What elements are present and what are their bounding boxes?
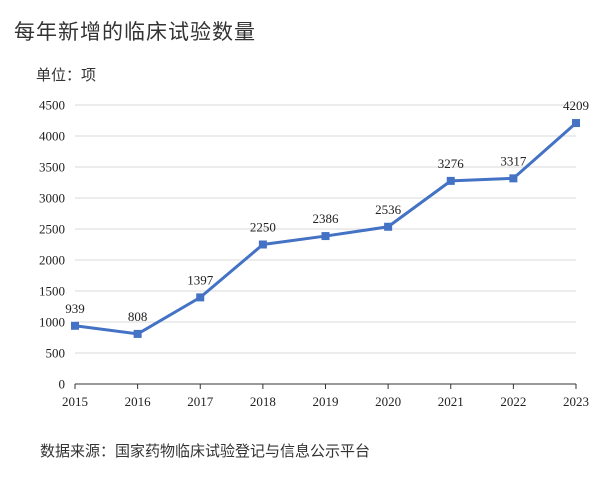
data-label: 4209	[563, 98, 589, 113]
data-label: 2250	[250, 220, 276, 235]
x-tick-labels: 2015 2016 2017 2018 2019 2020 2021 2022 2023	[62, 394, 589, 409]
x-tick-label: 2020	[375, 394, 401, 409]
data-label: 939	[65, 301, 85, 316]
data-label: 3276	[438, 156, 465, 171]
y-tick-label: 3000	[39, 191, 65, 206]
y-tick-label: 1000	[39, 315, 65, 330]
y-tick-label: 0	[59, 377, 66, 392]
y-tick-label: 500	[46, 346, 66, 361]
y-tick-label: 2500	[39, 222, 65, 237]
y-tick-label: 2000	[39, 253, 65, 268]
data-series	[71, 119, 580, 338]
data-point-marker	[196, 293, 205, 302]
chart-title: 每年新增的临床试验数量	[14, 20, 256, 44]
data-point-marker	[384, 222, 393, 231]
data-label: 808	[128, 309, 148, 324]
data-point-marker	[133, 329, 142, 338]
data-point-marker	[71, 321, 79, 330]
x-tick-label: 2022	[500, 394, 526, 409]
data-labels: 939 808 1397 2250 2386 2536 3276 3317 4209	[65, 98, 589, 324]
x-tick-label: 2017	[187, 394, 214, 409]
x-tick-label: 2016	[125, 394, 152, 409]
y-tick-label: 4000	[39, 129, 65, 144]
data-label: 1397	[187, 272, 214, 287]
axes	[74, 383, 577, 389]
data-point-marker	[446, 176, 455, 185]
y-tick-label: 1500	[39, 284, 65, 299]
data-point-marker	[572, 119, 580, 128]
y-tick-label: 4500	[39, 98, 65, 113]
y-tick-labels: 0 500 1000 1500 2000 2500 3000 3500 4000 4500	[39, 98, 65, 392]
x-tick-label: 2019	[313, 394, 339, 409]
data-label: 3317	[500, 153, 527, 168]
x-tick-label: 2021	[438, 394, 464, 409]
data-label: 2536	[375, 202, 402, 217]
y-tick-label: 3500	[39, 160, 65, 175]
x-tick-label: 2018	[250, 394, 276, 409]
data-source-note: 数据来源：国家药物临床试验登记与信息公示平台	[40, 442, 371, 460]
data-label: 2386	[313, 211, 340, 226]
data-point-marker	[509, 174, 518, 183]
gridlines	[75, 104, 576, 354]
y-unit-label: 单位：项	[36, 66, 97, 84]
x-tick-label: 2023	[563, 394, 589, 409]
x-tick-label: 2015	[62, 394, 88, 409]
data-point-marker	[321, 232, 330, 241]
data-point-marker	[258, 240, 267, 249]
